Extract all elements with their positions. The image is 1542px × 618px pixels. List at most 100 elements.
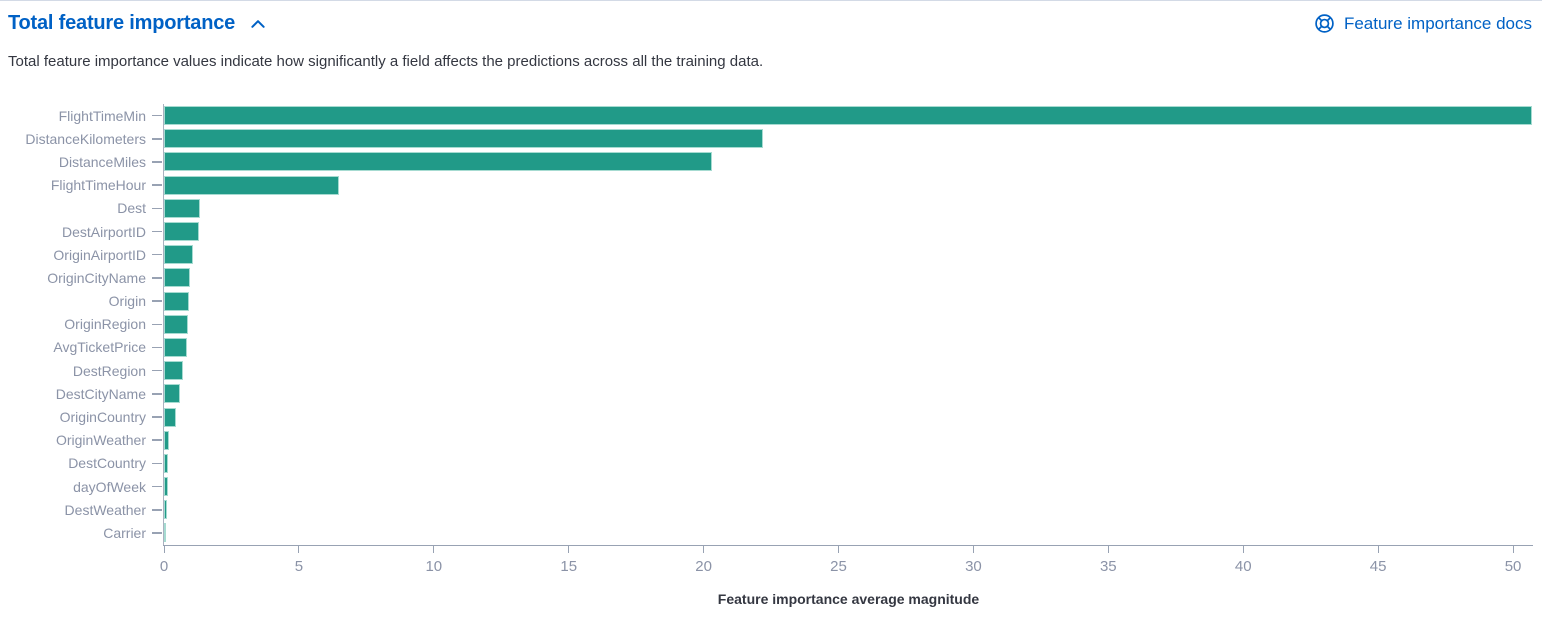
bar[interactable]: [164, 152, 712, 172]
x-tick-mark: [1242, 545, 1244, 553]
bar[interactable]: [164, 361, 183, 381]
bar-area: [164, 361, 1533, 381]
chart-row: DestCityName: [0, 382, 1533, 405]
x-tick-label: 50: [1504, 558, 1522, 575]
x-tick-label: 25: [830, 558, 847, 575]
bar-area: [164, 152, 1533, 172]
bar-area: [164, 106, 1533, 126]
bar[interactable]: [164, 175, 340, 195]
bar-area: [164, 407, 1533, 427]
chart-row: OriginCityName: [0, 266, 1533, 289]
docs-link-label: Feature importance docs: [1343, 13, 1532, 33]
y-tick-mark: [152, 161, 162, 163]
y-tick-mark: [152, 184, 162, 186]
bar-area: [164, 175, 1533, 195]
bar[interactable]: [164, 407, 176, 427]
bar[interactable]: [164, 291, 190, 311]
chevron-up-icon: [251, 19, 265, 28]
bar-area: [164, 314, 1533, 334]
bar[interactable]: [164, 523, 166, 543]
x-tick-label: 45: [1369, 558, 1387, 575]
y-tick-mark: [152, 253, 162, 256]
bar[interactable]: [164, 500, 167, 520]
section-title-toggle[interactable]: Total feature importance: [8, 12, 267, 35]
chart-row: FlightTimeMin: [0, 104, 1533, 127]
y-tick-mark: [152, 114, 162, 117]
x-tick-label: 0: [159, 558, 169, 575]
help-ring-icon: [1315, 14, 1334, 33]
chart-row: AvgTicketPrice: [0, 336, 1533, 359]
panel-header: Total feature importance Feature importa…: [8, 12, 1532, 35]
bar-area: [164, 268, 1533, 288]
y-axis-label: AvgTicketPrice: [53, 339, 146, 356]
y-axis-label: Dest: [117, 200, 146, 217]
y-axis-label: OriginAirportID: [53, 246, 146, 263]
chart-row: DestAirportID: [0, 220, 1533, 243]
y-axis-label: OriginCityName: [47, 269, 146, 286]
bar[interactable]: [164, 337, 187, 357]
bar[interactable]: [164, 477, 169, 497]
y-tick-mark: [152, 416, 162, 418]
bar[interactable]: [164, 430, 170, 450]
x-axis-line: [163, 545, 1533, 546]
x-axis-title: Feature importance average magnitude: [717, 591, 980, 607]
y-tick-mark: [152, 230, 162, 233]
y-axis-label: OriginRegion: [64, 316, 146, 333]
feature-importance-docs-link[interactable]: Feature importance docs: [1314, 13, 1532, 34]
y-axis-label: DestCountry: [68, 455, 146, 472]
section-title: Total feature importance: [8, 12, 236, 34]
y-tick-mark: [152, 393, 162, 395]
x-tick-mark: [838, 545, 840, 553]
y-axis-label: OriginWeather: [55, 432, 146, 449]
bar[interactable]: [164, 106, 1532, 126]
chart-row: DestCountry: [0, 452, 1533, 475]
y-tick-mark: [152, 369, 162, 372]
chart-row: Origin: [0, 290, 1533, 313]
y-axis-label: Carrier: [103, 524, 146, 541]
y-axis-label: DestRegion: [72, 362, 146, 379]
bar[interactable]: [164, 314, 188, 334]
bar[interactable]: [164, 384, 180, 404]
chart-row: DistanceKilometers: [0, 127, 1533, 150]
x-tick-label: 35: [1099, 558, 1117, 575]
x-tick-mark: [1377, 545, 1379, 553]
y-axis-label: OriginCountry: [59, 409, 146, 426]
bar-area: [164, 500, 1533, 520]
y-tick-mark: [152, 346, 162, 349]
chart-row: DestWeather: [0, 498, 1533, 521]
y-tick-mark: [152, 207, 162, 210]
x-tick-label: 10: [425, 558, 443, 575]
x-tick-mark: [298, 545, 300, 553]
y-axis-line: [163, 104, 164, 545]
chart-row: FlightTimeHour: [0, 174, 1533, 197]
section-description: Total feature importance values indicate…: [8, 53, 764, 70]
bar[interactable]: [164, 453, 169, 473]
x-axis: 0 5 10 15 20 25 30 35 40 45 50 Feature importance …: [160, 545, 1533, 615]
bar[interactable]: [164, 129, 763, 149]
bar[interactable]: [164, 245, 193, 265]
bar-area: [164, 384, 1533, 404]
chart-row: OriginCountry: [0, 405, 1533, 428]
chart-row: DistanceMiles: [0, 150, 1533, 173]
chart-row: OriginAirportID: [0, 243, 1533, 266]
y-tick-mark: [152, 532, 162, 534]
y-tick-mark: [152, 485, 162, 488]
x-tick-mark: [703, 545, 705, 553]
bar-area: [164, 523, 1533, 543]
y-tick-mark: [152, 439, 162, 441]
bar-area: [164, 129, 1533, 149]
bar[interactable]: [164, 268, 190, 288]
y-tick-mark: [152, 323, 162, 326]
x-tick-label: 30: [965, 558, 982, 575]
bar[interactable]: [164, 222, 199, 242]
bar-area: [164, 291, 1533, 311]
x-tick-label: 15: [560, 558, 578, 575]
x-tick-label: 40: [1234, 558, 1252, 575]
x-tick-mark: [1512, 545, 1514, 553]
y-tick-mark: [152, 138, 162, 140]
y-axis-label: FlightTimeMin: [58, 107, 146, 124]
bar-area: [164, 477, 1533, 497]
x-tick-mark: [568, 545, 570, 553]
bar[interactable]: [164, 198, 200, 218]
